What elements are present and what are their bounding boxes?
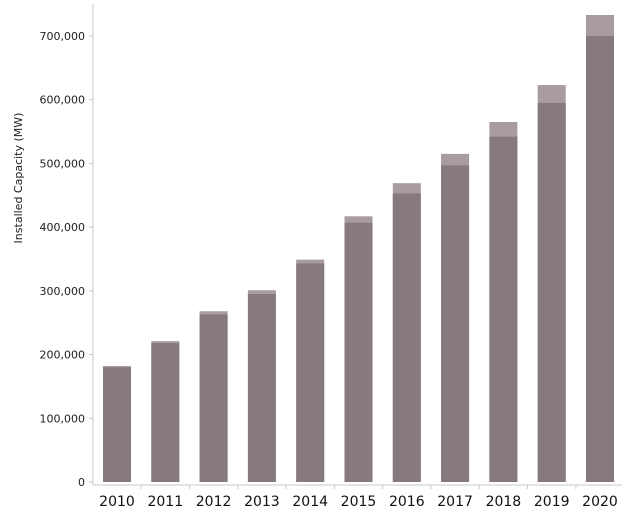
x-tick-label: 2017	[437, 494, 473, 510]
bar-series-1	[441, 165, 470, 482]
x-tick-label: 2016	[389, 494, 425, 510]
y-axis-label: Installed Capacity (MW)	[12, 113, 25, 244]
bar-series-1	[537, 102, 566, 483]
x-tick-label: 2020	[582, 494, 618, 510]
x-tick-label: 2015	[341, 494, 377, 510]
bar-series-1	[151, 343, 180, 482]
y-tick-label: 100,000	[40, 412, 86, 425]
y-tick-label: 0	[78, 476, 85, 489]
x-tick-label: 2014	[292, 494, 328, 510]
x-tick-label: 2019	[534, 494, 570, 510]
x-tick-label: 2010	[99, 494, 135, 510]
bar-series-1	[586, 36, 614, 482]
y-tick-label: 300,000	[40, 285, 86, 298]
bar-series-1	[199, 314, 228, 482]
x-axis-ticks: 2010 2011 2012 2013 2014 2015 2016 2017 2018 2019…	[99, 485, 618, 510]
bar-series-1	[489, 136, 518, 482]
y-axis-ticks: 0 100,000 200,000 300,000 400,000 500,000 600,…	[40, 30, 93, 489]
bar-series-1	[344, 222, 373, 482]
y-tick-label: 600,000	[40, 94, 86, 107]
bar-series-1	[392, 193, 421, 483]
x-tick-label: 2013	[244, 494, 280, 510]
y-tick-label: 400,000	[40, 221, 86, 234]
bar-series-1	[103, 367, 131, 482]
y-tick-label: 200,000	[40, 349, 86, 362]
bar-series-1	[247, 294, 276, 482]
y-tick-label: 700,000	[40, 30, 86, 43]
x-tick-label: 2018	[486, 494, 522, 510]
x-tick-label: 2011	[147, 494, 183, 510]
axes	[92, 4, 622, 486]
bar-series-1	[296, 263, 325, 482]
y-tick-label: 500,000	[40, 157, 86, 170]
bars	[103, 14, 614, 483]
x-tick-label: 2012	[196, 494, 232, 510]
